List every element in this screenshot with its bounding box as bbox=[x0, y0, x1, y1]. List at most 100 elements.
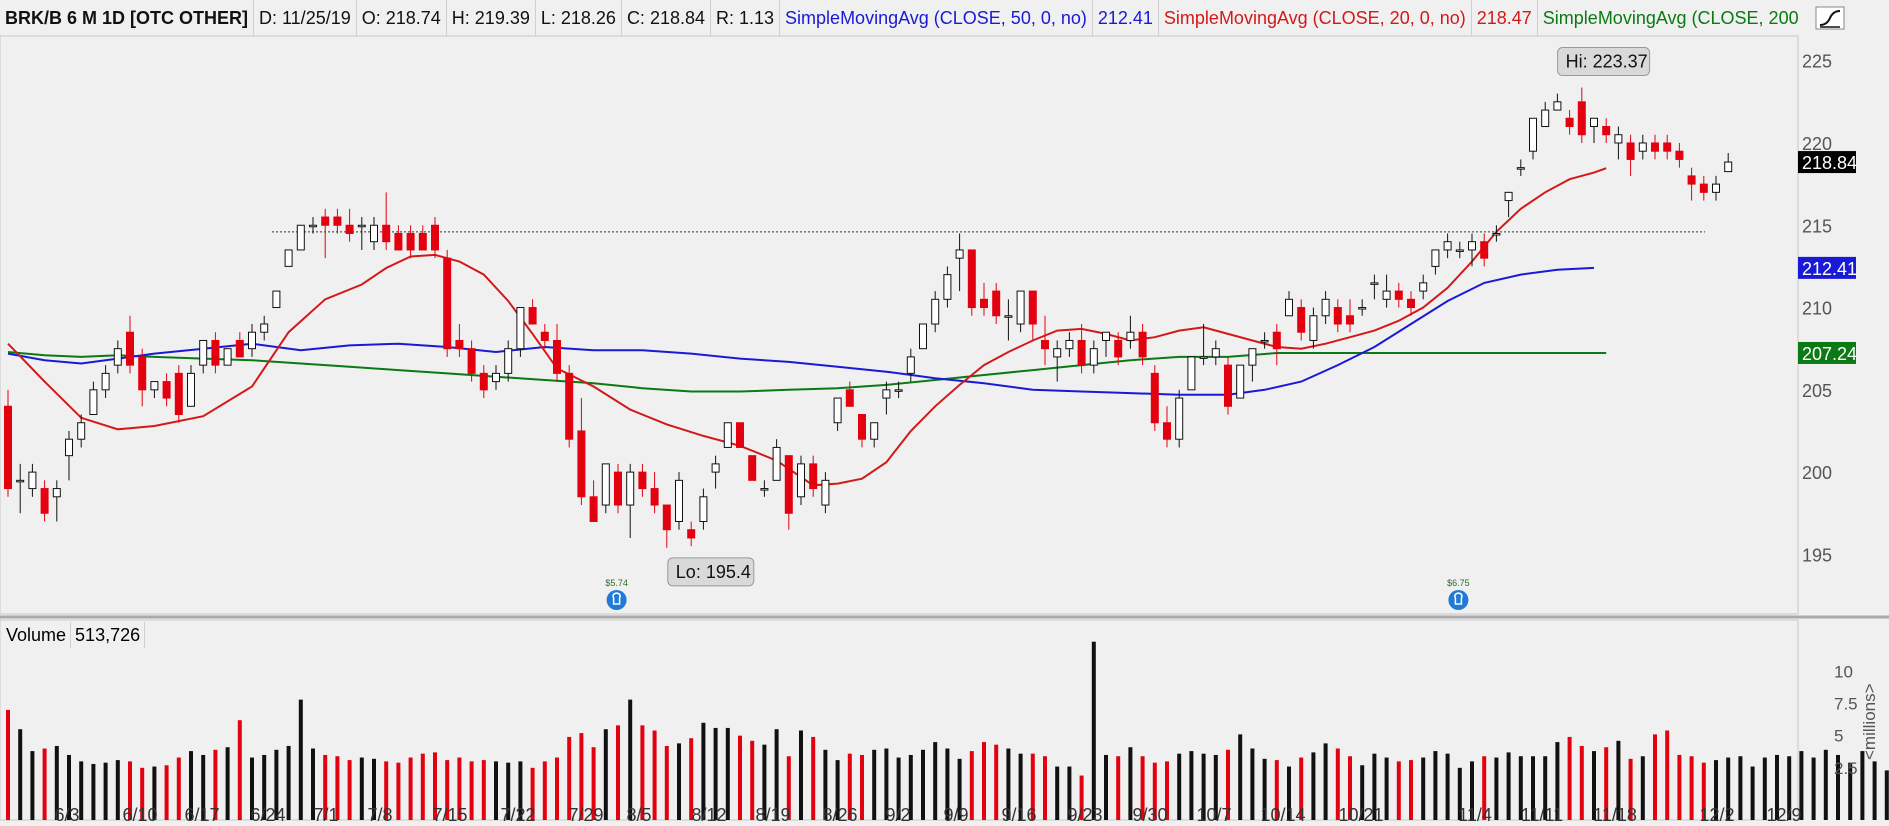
candle-body bbox=[65, 438, 73, 457]
volume-bar bbox=[262, 754, 267, 820]
candle-body bbox=[614, 471, 622, 506]
candle bbox=[528, 299, 537, 325]
candle bbox=[565, 365, 574, 448]
candle bbox=[870, 422, 879, 448]
date-tick-label: 8/12 bbox=[691, 805, 726, 825]
candle-body bbox=[1248, 348, 1257, 366]
candle bbox=[260, 315, 269, 341]
volume-bar bbox=[1775, 754, 1779, 820]
candle-body bbox=[736, 422, 744, 448]
candle-body bbox=[967, 249, 976, 309]
volume-bar bbox=[42, 748, 47, 820]
candle-body bbox=[1565, 117, 1574, 128]
volume-bar bbox=[1592, 751, 1596, 820]
volume-bar bbox=[396, 762, 401, 820]
candle bbox=[699, 488, 708, 530]
candle-body bbox=[504, 348, 513, 374]
candle bbox=[1285, 291, 1293, 317]
dividend-value: $6.75 bbox=[1447, 578, 1470, 588]
volume-bar bbox=[933, 742, 938, 820]
candlestick-series[interactable] bbox=[4, 87, 1733, 548]
candle-body bbox=[321, 216, 330, 226]
candle-body bbox=[1529, 117, 1537, 152]
candle bbox=[1126, 315, 1135, 349]
volume-bar bbox=[372, 758, 376, 820]
candle-body bbox=[199, 339, 208, 366]
candle-body bbox=[1102, 331, 1110, 341]
low-label: Lo: 195.4 bbox=[676, 562, 751, 582]
volume-bar bbox=[494, 761, 498, 820]
volume-bar bbox=[1665, 730, 1670, 820]
candle-body bbox=[296, 224, 305, 251]
drawing-tool-icon[interactable] bbox=[1815, 6, 1845, 30]
volume-value: 513,726 bbox=[71, 622, 146, 648]
candle-body bbox=[162, 381, 171, 399]
date-tick-label: 11/18 bbox=[1593, 805, 1637, 825]
candle bbox=[309, 217, 317, 234]
candle bbox=[126, 315, 134, 374]
candle bbox=[235, 332, 244, 358]
volume-bar bbox=[1091, 641, 1096, 820]
date-tick-label: 11/11 bbox=[1521, 805, 1563, 825]
price-panel-border bbox=[0, 35, 1799, 615]
date-tick-label: 8/19 bbox=[755, 805, 790, 825]
volume-bar bbox=[1250, 748, 1255, 820]
volume-bar bbox=[1787, 756, 1792, 820]
sma50-study-label[interactable]: SimpleMovingAvg (CLOSE, 50, 0, no) bbox=[780, 0, 1093, 36]
volume-bar bbox=[921, 749, 925, 820]
sma200-study-label[interactable]: SimpleMovingAvg (CLOSE, 200,... bbox=[1538, 0, 1800, 36]
low-field: L: 218.26 bbox=[536, 0, 622, 36]
candle bbox=[1224, 356, 1232, 415]
price-badge: 212.41 bbox=[1798, 256, 1857, 279]
candle-body bbox=[1211, 348, 1220, 358]
candle-body bbox=[577, 430, 586, 498]
sma20-study-label[interactable]: SimpleMovingAvg (CLOSE, 20, 0, no) bbox=[1159, 0, 1472, 36]
volume-bar bbox=[481, 760, 486, 820]
candle-body bbox=[1663, 142, 1672, 152]
volume-bar bbox=[311, 748, 315, 820]
candle-body bbox=[1150, 372, 1159, 424]
candle-body bbox=[89, 389, 98, 416]
candle-body bbox=[553, 339, 561, 374]
lightbulb-glyph bbox=[1454, 592, 1463, 605]
volume-bar bbox=[384, 761, 389, 820]
candle-body bbox=[1065, 339, 1074, 350]
candle bbox=[1687, 167, 1696, 201]
candle bbox=[1102, 331, 1110, 357]
volume-bar bbox=[884, 748, 889, 820]
candle bbox=[467, 340, 476, 382]
volume-bar bbox=[982, 742, 986, 820]
candle-body bbox=[394, 232, 403, 251]
volume-tick-label: 10 bbox=[1834, 662, 1853, 681]
volume-bar bbox=[591, 747, 596, 820]
volume-bar bbox=[1177, 753, 1182, 820]
volume-legend: Volume 513,726 bbox=[2, 622, 146, 648]
candle-body bbox=[1358, 307, 1367, 310]
volume-bar bbox=[664, 745, 669, 820]
candle bbox=[77, 414, 86, 448]
volume-bar bbox=[1104, 754, 1108, 820]
volume-bar bbox=[1079, 775, 1084, 820]
candle bbox=[748, 455, 757, 481]
volume-series[interactable] bbox=[6, 641, 1889, 820]
candle bbox=[1565, 110, 1574, 135]
low-label-box bbox=[667, 557, 755, 587]
candle bbox=[1199, 324, 1208, 366]
candle bbox=[1468, 233, 1476, 267]
candle-body bbox=[248, 331, 256, 350]
candle bbox=[479, 365, 488, 399]
volume-bar bbox=[518, 761, 523, 820]
candle bbox=[723, 422, 732, 448]
volume-bar bbox=[1201, 753, 1206, 820]
price-tick-label: 200 bbox=[1802, 463, 1832, 483]
date-tick-label: 9/30 bbox=[1132, 805, 1167, 825]
volume-bar bbox=[225, 747, 230, 820]
sma50-path bbox=[7, 266, 1595, 396]
candle-body bbox=[1675, 150, 1684, 160]
candle-body bbox=[1492, 232, 1501, 236]
date-tick-label: 10/14 bbox=[1260, 805, 1305, 825]
candle-body bbox=[1309, 315, 1318, 341]
volume-bar bbox=[1616, 740, 1621, 820]
symbol-title[interactable]: BRK/B 6 M 1D [OTC OTHER] bbox=[0, 0, 254, 36]
